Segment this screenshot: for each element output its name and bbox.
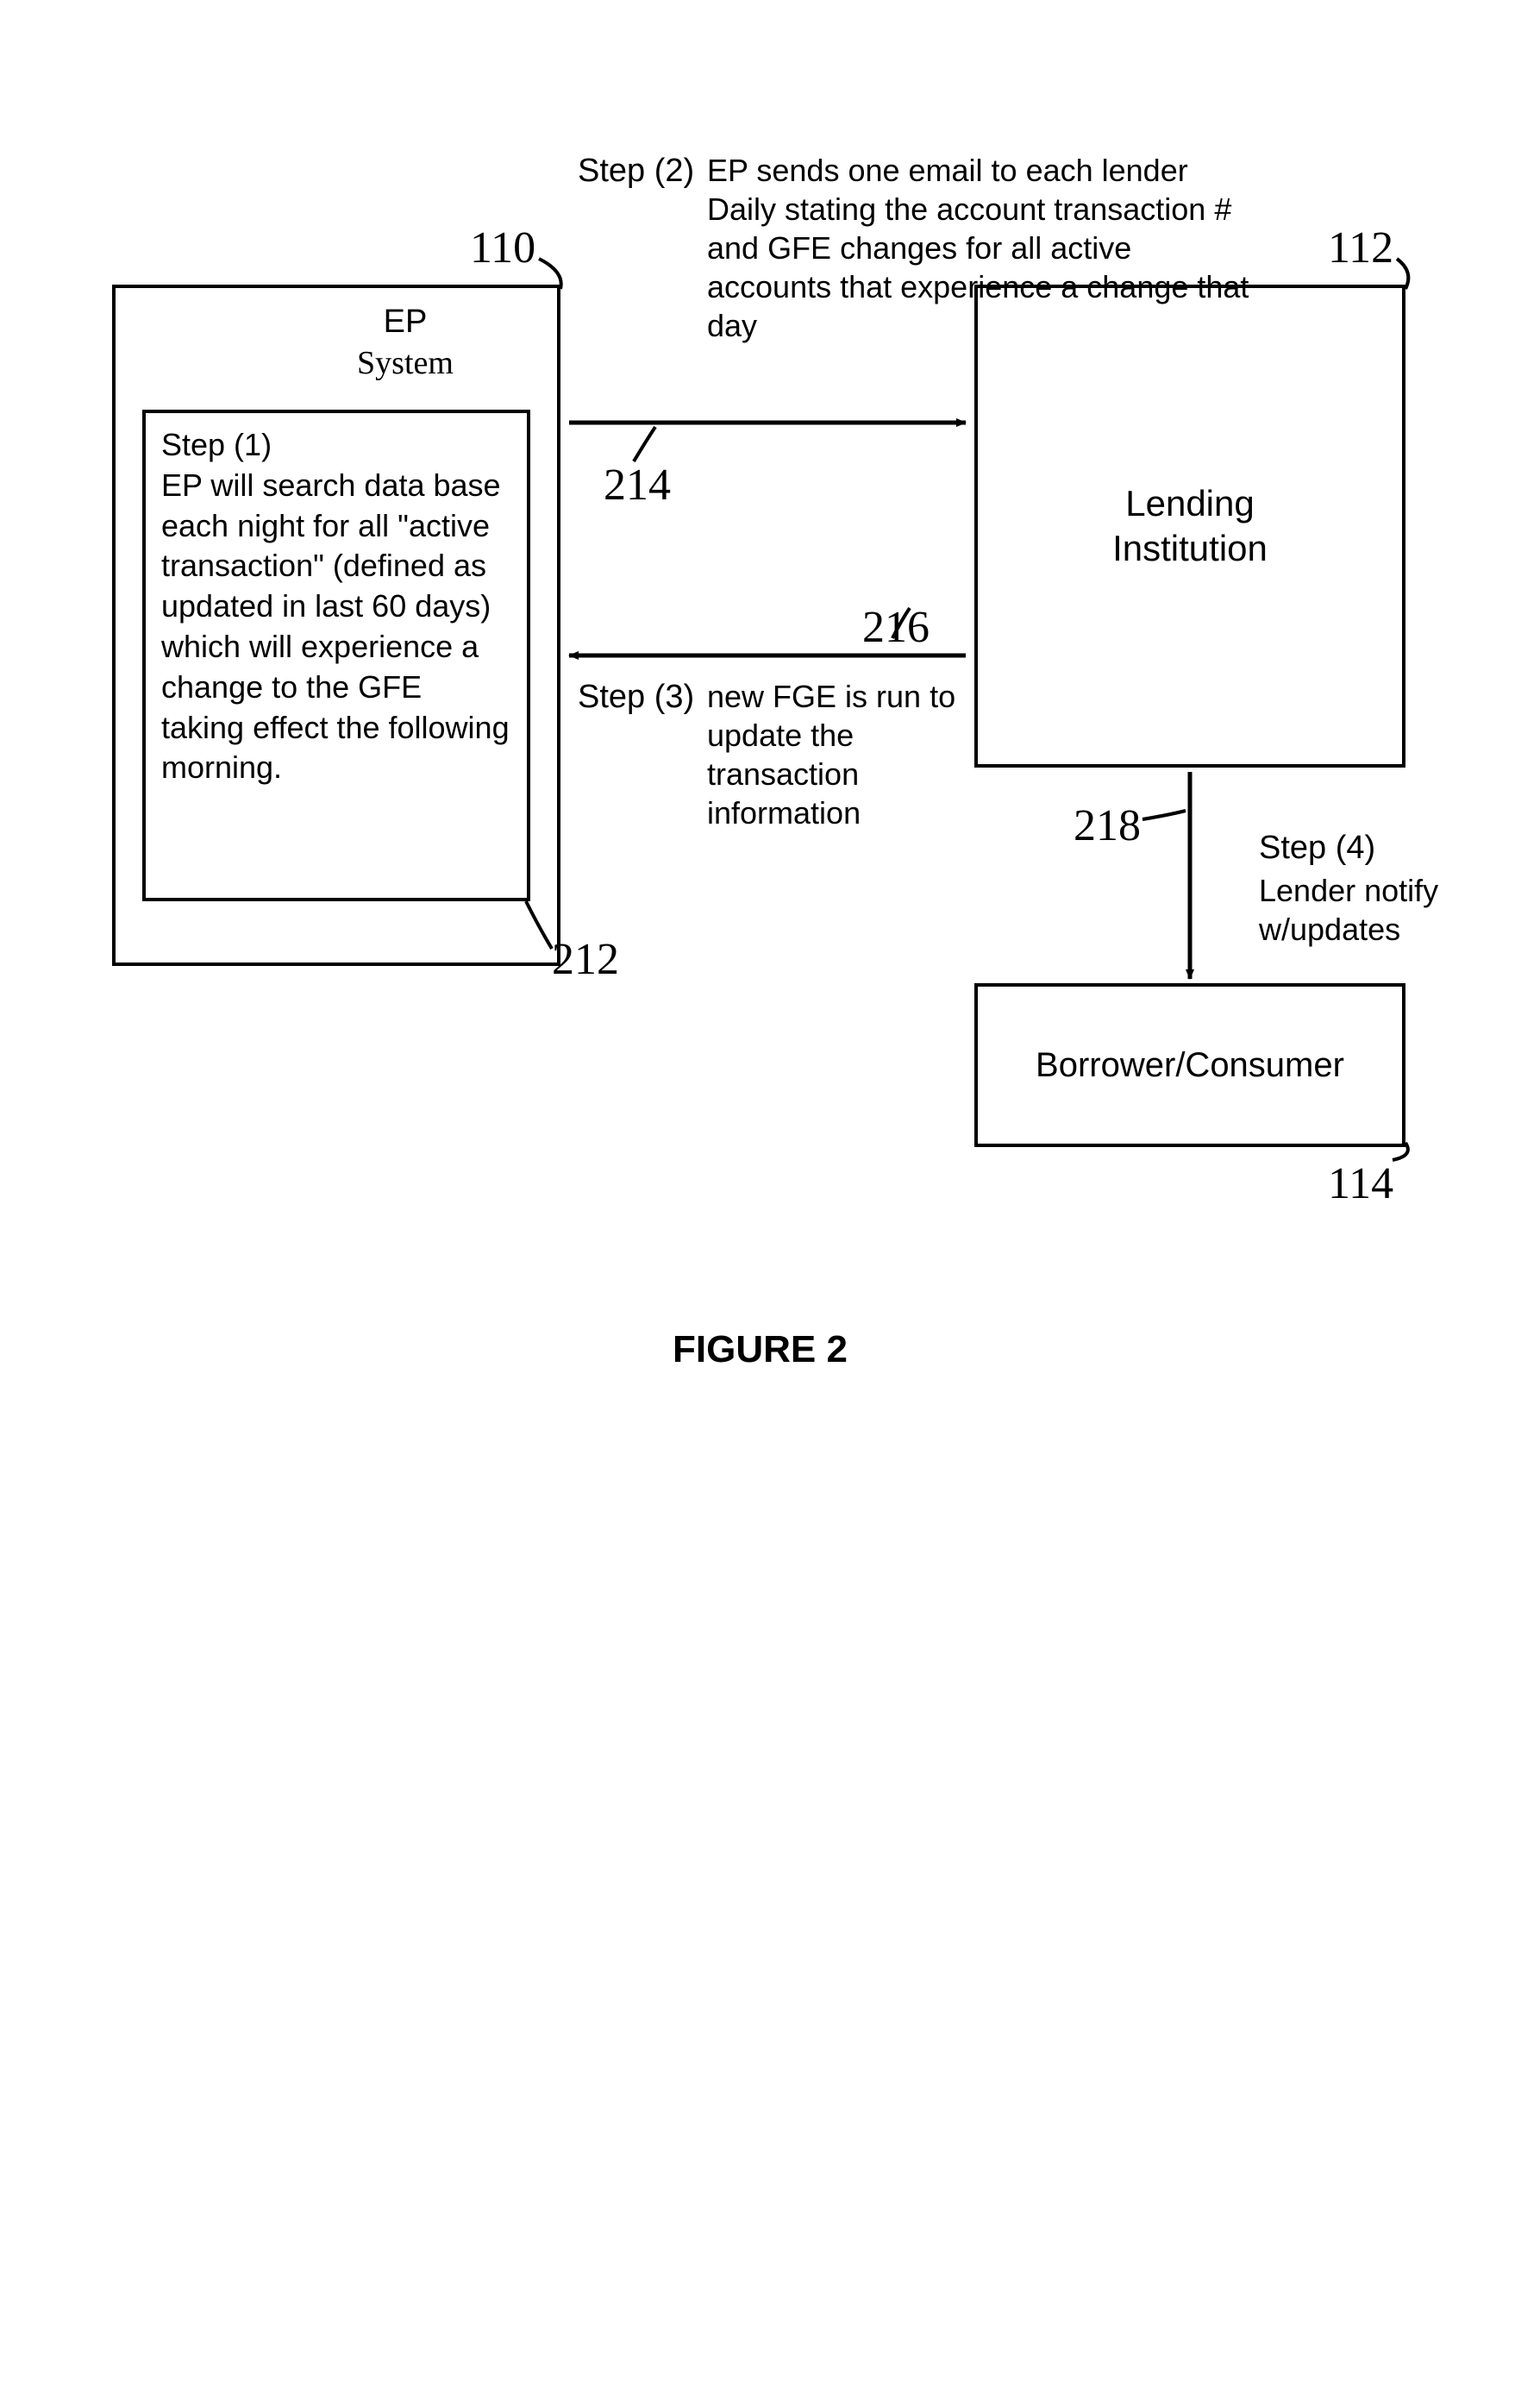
ep-title-2: System xyxy=(357,345,454,381)
ref-214: 214 xyxy=(604,457,671,513)
step2-label: Step (2) xyxy=(578,151,698,192)
step4-text: Lender notify w/updates xyxy=(1259,871,1483,949)
ref-216: 216 xyxy=(862,599,930,655)
step3-text: new FGE is run to update the transaction… xyxy=(707,677,966,832)
ep-system-title: EP System xyxy=(293,302,517,384)
diagram-canvas: EP System Step (1) EP will search data b… xyxy=(0,0,1540,2389)
ref-110: 110 xyxy=(470,220,535,276)
step2-text: EP sends one email to each lender Daily … xyxy=(707,151,1259,345)
step3-label: Step (3) xyxy=(578,677,698,718)
borrower-box: Borrower/Consumer xyxy=(974,983,1405,1147)
borrower-label: Borrower/Consumer xyxy=(1036,1044,1344,1087)
ref-112: 112 xyxy=(1328,220,1393,276)
callout-218 xyxy=(1142,811,1186,819)
lending-label: Lending Institution xyxy=(1112,481,1268,572)
ep-title-1: EP xyxy=(384,304,428,340)
step1-box: Step (1) EP will search data base each n… xyxy=(142,410,530,901)
ref-212: 212 xyxy=(552,931,619,988)
step4-label: Step (4) xyxy=(1259,828,1388,869)
callout-214 xyxy=(634,427,655,461)
lending-box: Lending Institution xyxy=(974,285,1405,768)
figure-title: FIGURE 2 xyxy=(673,1328,848,1371)
ref-218: 218 xyxy=(1074,798,1141,854)
ref-114: 114 xyxy=(1328,1156,1393,1212)
step1-text: Step (1) EP will search data base each n… xyxy=(161,425,511,788)
